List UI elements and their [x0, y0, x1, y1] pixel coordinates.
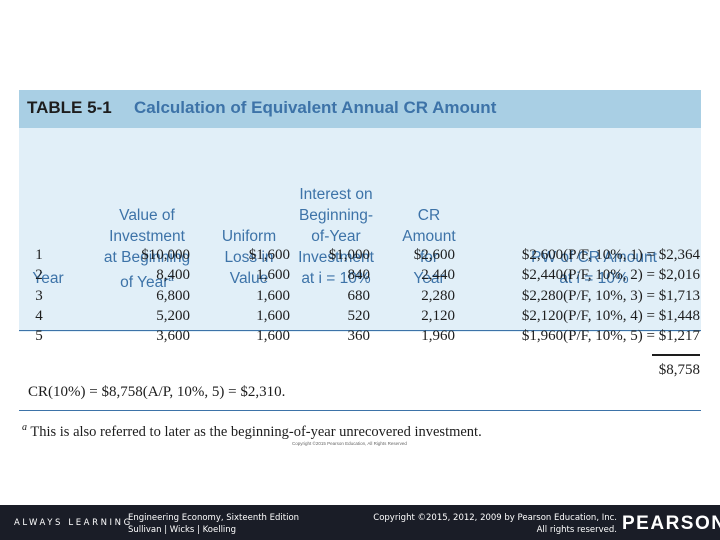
table-copyright: Copyright ©2015 Pearson Education, All R…	[292, 441, 407, 446]
header-cr-line-1: CR	[417, 207, 441, 224]
cell-loss: 1,600	[256, 287, 290, 304]
cell-interest: 360	[347, 328, 371, 345]
cell-loss: 1,600	[256, 307, 290, 324]
header-interest-line-5: at i = 10%	[301, 270, 371, 287]
cell-interest: 680	[347, 287, 371, 304]
cell-loss: 1,600	[256, 267, 290, 284]
column-year: 1 2 3 4 5	[19, 245, 59, 346]
header-interest-line-4: Investment	[298, 249, 374, 266]
table-title-bar: TABLE 5-1 Calculation of Equivalent Annu…	[19, 90, 701, 128]
cell-pw: $2,120(P/F, 10%, 4) = $1,448	[521, 307, 700, 324]
cell-year: 1	[35, 247, 43, 263]
cell-value: 8,400	[156, 267, 190, 284]
book-authors: Sullivan | Wicks | Koelling	[128, 525, 237, 535]
column-cr: $2,600 2,440 2,280 2,120 1,960	[380, 245, 455, 346]
footer-bar: ALWAYS LEARNING Engineering Economy, Six…	[0, 505, 720, 540]
sum-rule	[652, 354, 700, 356]
copyright-line-1: Copyright ©2015, 2012, 2009 by Pearson E…	[373, 513, 617, 523]
header-pw-line-2: at i = 10%	[559, 270, 629, 287]
footnote-divider	[19, 410, 701, 411]
header-pw-line-1: PW of CR Amount	[531, 249, 657, 266]
cell-value: 5,200	[156, 307, 190, 324]
header-year: Year	[23, 268, 73, 289]
header-value-line-4-text: of Year	[120, 274, 169, 292]
header-cr-line-2: Amount	[402, 228, 456, 245]
cell-pw: $2,280(P/F, 10%, 3) = $1,713	[521, 287, 700, 304]
cell-year: 2	[35, 267, 43, 284]
column-value: $10,000 8,400 6,800 5,200 3,600	[78, 245, 190, 346]
header-cr-line-4: Year	[413, 270, 445, 287]
header-loss-line-3: Value	[229, 270, 269, 287]
header-loss-line-2: Loss in	[224, 249, 274, 266]
cell-year: 3	[35, 287, 43, 304]
book-title: Engineering Economy, Sixteenth Edition	[128, 513, 300, 523]
cell-cr: 2,280	[421, 287, 455, 304]
cell-cr: $2,600	[413, 247, 455, 263]
cell-cr: 2,440	[421, 267, 455, 284]
pearson-logo: PEARSON	[622, 513, 720, 534]
cr-equation: CR(10%) = $8,758(A/P, 10%, 5) = $2,310.	[28, 384, 286, 400]
header-interest-line-2: Beginning-	[298, 207, 374, 224]
header-divider	[19, 330, 701, 331]
cell-interest: 520	[347, 307, 371, 324]
cell-loss: 1,600	[256, 328, 290, 345]
header-loss: Uniform Loss in Value	[199, 226, 299, 289]
header-value-line-1: Value of	[119, 207, 175, 224]
cell-cr: 1,960	[421, 328, 455, 345]
footnote-marker: a	[22, 422, 27, 433]
cell-pw: $2,600(P/F, 10%, 1) = $2,364	[521, 247, 700, 263]
pw-total: $8,758	[658, 362, 700, 378]
cell-value: $10,000	[141, 247, 190, 263]
cell-pw: $2,440(P/F, 10%, 2) = $2,016	[521, 267, 700, 284]
table-number: TABLE 5-1	[27, 98, 112, 117]
cell-cr: 2,120	[421, 307, 455, 324]
footnote: a This is also referred to later as the …	[22, 422, 482, 441]
table-5-1: TABLE 5-1 Calculation of Equivalent Annu…	[19, 90, 701, 410]
cell-year: 5	[35, 328, 43, 345]
cell-year: 4	[35, 307, 43, 324]
header-value: Value of Investment at Beginning of Year…	[77, 205, 217, 293]
header-year-line: Year	[32, 270, 64, 287]
header-interest-line-1: Interest on	[299, 186, 373, 203]
header-interest: Interest on Beginning- of-Year Investmen…	[281, 184, 391, 289]
header-pw: PW of CR Amount at i = 10%	[494, 247, 694, 289]
copyright-line-2: All rights reserved.	[536, 525, 617, 535]
cell-loss: $1,600	[248, 247, 290, 263]
column-header-band: Year Value of Investment at Beginning of…	[19, 128, 701, 332]
header-interest-line-3: of-Year	[311, 228, 361, 245]
cell-interest: 840	[347, 267, 371, 284]
column-pw: $2,600(P/F, 10%, 1) = $2,364 $2,440(P/F,…	[478, 245, 700, 346]
column-interest: $1,000 840 680 520 360	[290, 245, 370, 346]
footnote-text: This is also referred to later as the be…	[30, 423, 482, 440]
header-cr: CR Amount for Year	[384, 205, 474, 289]
footnote-ref: a	[168, 273, 174, 284]
header-value-line-2: Investment	[109, 228, 185, 245]
column-loss: $1,600 1,600 1,600 1,600 1,600	[195, 245, 290, 346]
brand-tagline: ALWAYS LEARNING	[14, 518, 133, 528]
header-cr-line-3: for	[419, 249, 439, 266]
cell-value: 6,800	[156, 287, 190, 304]
header-loss-line-1: Uniform	[221, 228, 277, 245]
cell-pw: $1,960(P/F, 10%, 5) = $1,217	[521, 328, 700, 345]
cell-interest: $1,000	[328, 247, 370, 263]
cell-value: 3,600	[156, 328, 190, 345]
table-title: Calculation of Equivalent Annual CR Amou…	[134, 98, 497, 117]
header-value-line-4: of Yeara	[77, 268, 217, 293]
header-value-line-3: at Beginning	[103, 249, 191, 266]
